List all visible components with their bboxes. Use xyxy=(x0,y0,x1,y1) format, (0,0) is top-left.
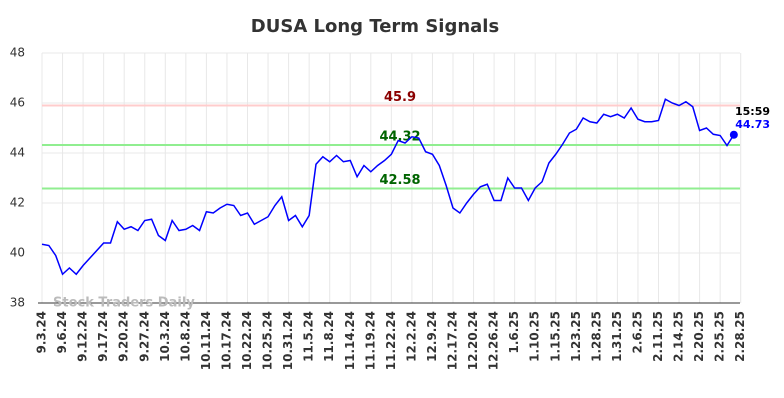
x-tick-label: 9.17.24 xyxy=(96,311,110,362)
x-tick-label: 10.31.24 xyxy=(281,311,295,370)
x-tick-label: 12.20.24 xyxy=(466,311,480,370)
x-tick-label: 2.20.25 xyxy=(692,311,706,362)
x-tick-label: 1.31.25 xyxy=(610,311,624,362)
x-tick-label: 9.12.24 xyxy=(76,311,90,362)
x-tick-label: 10.17.24 xyxy=(219,311,233,370)
x-tick-label: 2.28.25 xyxy=(733,311,747,362)
x-tick-label: 10.11.24 xyxy=(199,311,213,370)
x-tick-label: 11.19.24 xyxy=(363,311,377,370)
x-tick-label: 12.9.24 xyxy=(425,311,439,362)
price-line xyxy=(41,98,735,276)
x-tick-label: 1.15.25 xyxy=(548,311,562,362)
chart-title: DUSA Long Term Signals xyxy=(251,16,499,37)
x-tick-label: 1.23.25 xyxy=(569,311,583,362)
x-tick-label: 11.14.24 xyxy=(343,311,357,370)
x-tick-label: 12.26.24 xyxy=(487,311,501,370)
y-tick-label: 44 xyxy=(10,146,25,160)
last-time: 15:59 xyxy=(735,105,770,118)
watermark: Stock Traders Daily xyxy=(53,296,195,311)
x-tick-label: 10.22.24 xyxy=(240,311,254,370)
x-tick-label: 11.22.24 xyxy=(384,311,398,370)
last-point xyxy=(729,130,738,139)
x-tick-label: 12.17.24 xyxy=(446,311,460,370)
x-tick-label: 9.6.24 xyxy=(55,311,69,354)
x-tick-label: 11.8.24 xyxy=(322,311,336,362)
x-tick-label: 2.11.25 xyxy=(651,311,665,362)
level-label: 44.32 xyxy=(379,130,420,145)
x-tick-label: 1.28.25 xyxy=(589,311,603,362)
x-tick-label: 2.25.25 xyxy=(713,311,727,362)
x-tick-label: 10.3.24 xyxy=(158,311,172,362)
y-tick-label: 46 xyxy=(10,96,25,110)
x-tick-label: 1.6.25 xyxy=(507,311,521,354)
last-value: 44.73 xyxy=(735,118,770,131)
x-tick-label: 9.20.24 xyxy=(117,311,131,362)
x-tick-label: 1.10.25 xyxy=(528,311,542,362)
x-tick-label: 2.14.25 xyxy=(672,311,686,362)
level-label: 45.9 xyxy=(384,90,416,105)
x-tick-label: 10.25.24 xyxy=(261,311,275,370)
x-tick-label: 9.27.24 xyxy=(137,311,151,362)
x-tick-label: 10.8.24 xyxy=(178,311,192,362)
x-tick-label: 11.5.24 xyxy=(302,311,316,362)
level-label: 42.58 xyxy=(379,173,420,188)
y-tick-label: 42 xyxy=(10,196,25,210)
y-tick-label: 40 xyxy=(10,246,25,260)
y-tick-label: 38 xyxy=(10,296,25,310)
x-tick-label: 2.6.25 xyxy=(630,311,644,354)
x-tick-label: 12.2.24 xyxy=(404,311,418,362)
y-tick-label: 48 xyxy=(10,46,25,60)
x-tick-label: 9.3.24 xyxy=(35,311,49,354)
